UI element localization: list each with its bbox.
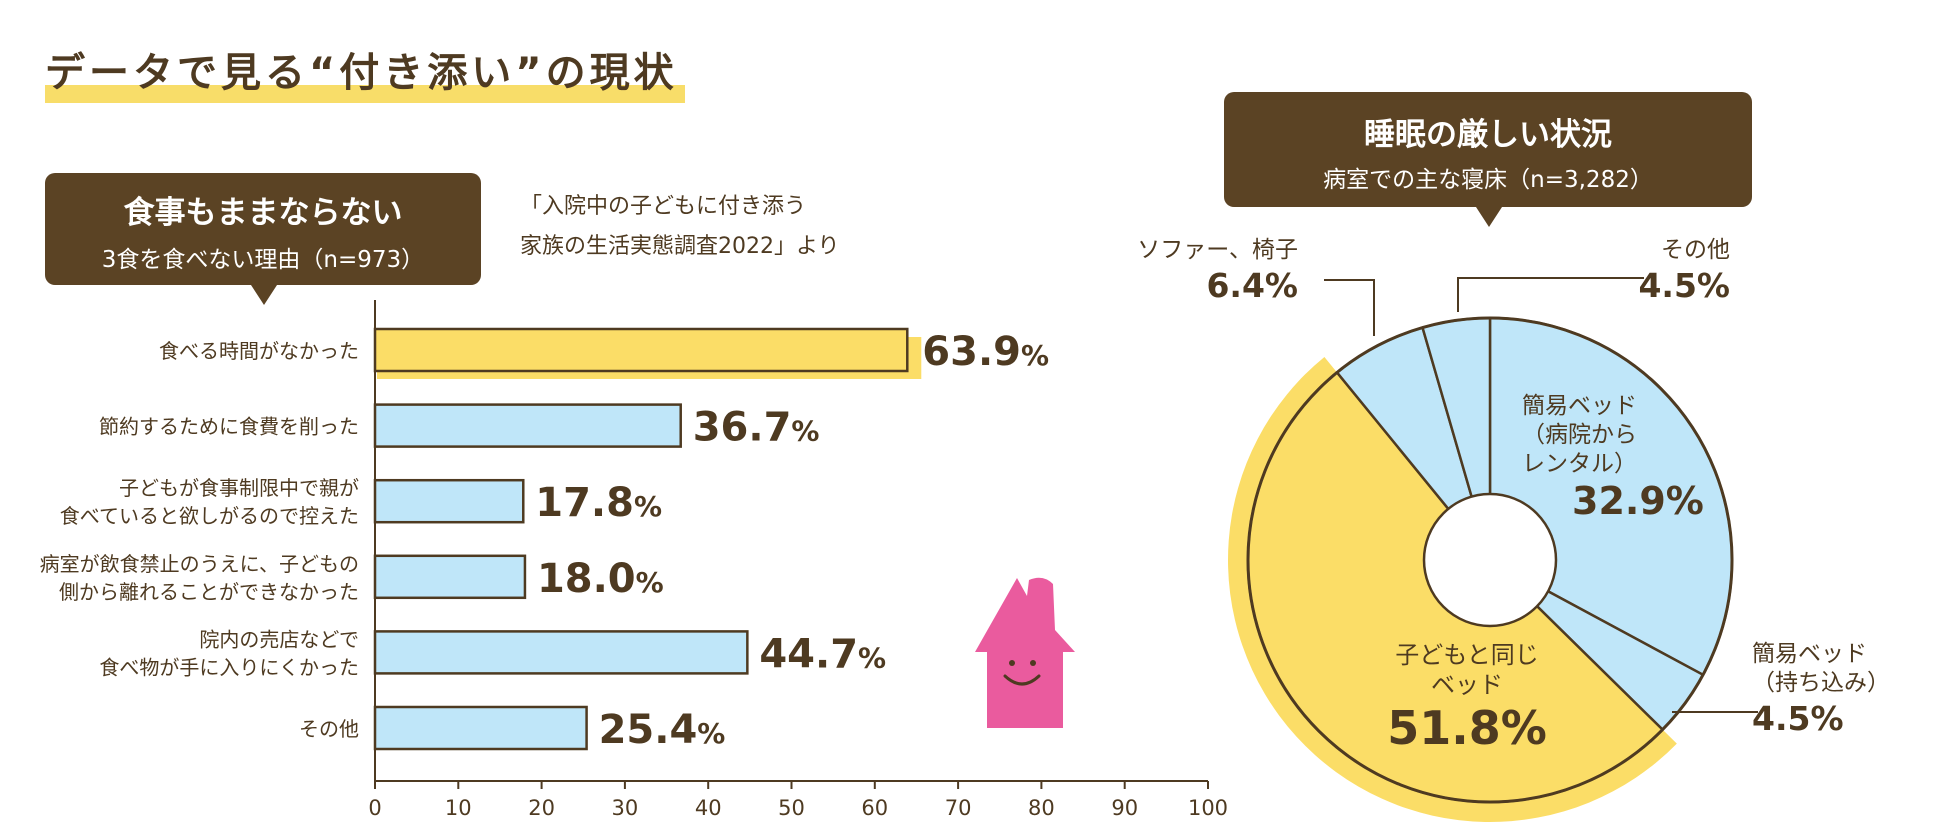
bar-category-label: 節約するために食費を削った	[99, 415, 359, 439]
x-tick-label: 60	[861, 796, 888, 820]
bar	[373, 705, 588, 751]
pie-label-same: 子どもと同じ ベッド 51.8%	[1362, 640, 1572, 758]
x-tick-label: 0	[368, 796, 381, 820]
source-note-line2: 家族の生活実態調査2022」より	[520, 234, 840, 259]
bar-chart-header-box: 食事もままならない 3食を食べない理由（n=973）	[45, 173, 481, 305]
x-tick-label: 40	[695, 796, 722, 820]
x-tick-label: 90	[1111, 796, 1138, 820]
bar	[373, 403, 682, 448]
pie-label-sofa-name: ソファー、椅子	[1137, 237, 1298, 263]
pie-label-same-value: 51.8%	[1387, 701, 1547, 755]
bar-category-label: 食べ物が手に入りにくかった	[99, 655, 359, 679]
pie-label-same-line1: 子どもと同じ	[1395, 641, 1539, 669]
pie-label-same-line2: ベッド	[1431, 671, 1503, 699]
x-tick-label: 20	[528, 796, 555, 820]
bar-category-label: 側から離れることができなかった	[59, 580, 359, 604]
pie-chart-subheading: 病室での主な寝床（n=3,282）	[1323, 167, 1653, 193]
pie-label-rental: 簡易ベッド （病院から レンタル） 32.9%	[1522, 392, 1704, 526]
bar	[373, 554, 527, 600]
x-axis-unit: （%）	[1220, 796, 1230, 820]
leader-line-sofa	[1324, 279, 1375, 336]
pie-label-rental-line1: 簡易ベッド	[1522, 393, 1637, 419]
pie-label-rental-value: 32.9%	[1572, 479, 1704, 524]
bar-category-label: 食べる時間がなかった	[159, 339, 359, 363]
page-title: データで見る“付き添い”の現状	[45, 50, 678, 96]
pie-label-sofa: ソファー、椅子 6.4%	[1137, 236, 1298, 306]
bar-value-label: 36.7%	[693, 405, 820, 451]
pie-label-other-value: 4.5%	[1638, 265, 1730, 305]
house-mascot-icon	[975, 577, 1075, 728]
x-tick-label: 70	[945, 796, 972, 820]
pie-center-hole	[1422, 492, 1558, 628]
bar-chart-subheading: 3食を食べない理由（n=973）	[101, 247, 425, 273]
bar-category-label: 子どもが食事制限中で親が	[119, 476, 359, 500]
leader-line-other	[1457, 277, 1644, 312]
bar	[373, 630, 749, 675]
bar-value-label: 44.7%	[759, 631, 886, 677]
bar-value-label: 25.4%	[599, 707, 726, 753]
x-tick-label: 30	[612, 796, 639, 820]
pie-box-pointer	[1476, 207, 1502, 227]
bar-chart: 0 10 20 30 40 50 60 70 80 90 100（%） 63.9% 食べる時間がなかった…	[40, 300, 1230, 820]
pie-chart-heading: 睡眠の厳しい状況	[1364, 117, 1612, 153]
pie-label-own-line2: （持ち込み）	[1752, 669, 1890, 696]
pie-label-other-name: その他	[1661, 237, 1730, 263]
bar-value-label: 18.0%	[537, 556, 664, 602]
x-tick-label: 50	[778, 796, 805, 820]
source-note-line1: 「入院中の子どもに付き添う	[520, 194, 807, 219]
bar-chart-heading: 食事もままならない	[123, 195, 403, 231]
bar-value-label: 17.8%	[535, 480, 662, 526]
bar	[373, 478, 525, 524]
page-title-wrap: データで見る“付き添い”の現状	[45, 40, 685, 103]
x-tick-label: 80	[1028, 796, 1055, 820]
pie-label-rental-line2: （病院から	[1522, 421, 1637, 448]
pie-label-other: その他 4.5%	[1638, 236, 1730, 306]
x-tick-label: 10	[445, 796, 472, 820]
pie-outline	[1246, 316, 1734, 804]
bar-category-label: 院内の売店などで	[199, 627, 359, 651]
bar-value-label: 63.9%	[922, 329, 1049, 375]
bar	[373, 327, 909, 373]
bar-category-label: 食べていると欲しがるので控えた	[60, 504, 359, 528]
pie-label-own-value: 4.5%	[1752, 698, 1844, 738]
pie-label-own-line1: 簡易ベッド	[1752, 641, 1867, 667]
title-highlight	[45, 85, 685, 103]
bar-box-pointer	[251, 285, 277, 305]
bar-category-label: その他	[299, 717, 359, 741]
pie-label-sofa-value: 6.4%	[1206, 265, 1298, 305]
source-note: 「入院中の子どもに付き添う 家族の生活実態調査2022」より	[520, 187, 840, 267]
pie-label-rental-line3: レンタル）	[1522, 450, 1637, 477]
pie-chart-header-box: 睡眠の厳しい状況 病室での主な寝床（n=3,282）	[1224, 92, 1752, 227]
pie-label-own: 簡易ベッド （持ち込み） 4.5%	[1752, 640, 1890, 739]
x-tick-label: 100	[1188, 796, 1228, 820]
donut-chart	[1228, 316, 1734, 822]
bar-category-label: 病室が飲食禁止のうえに、子どもの	[40, 552, 359, 576]
